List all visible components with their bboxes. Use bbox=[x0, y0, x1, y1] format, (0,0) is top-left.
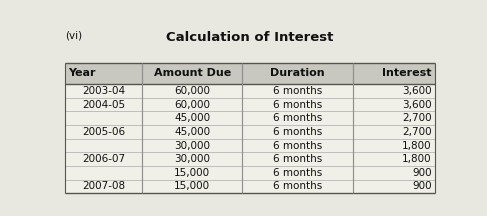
Bar bbox=[65, 98, 434, 111]
Text: 2004-05: 2004-05 bbox=[82, 100, 125, 110]
Text: 2003-04: 2003-04 bbox=[82, 86, 125, 96]
Text: Year: Year bbox=[68, 68, 95, 78]
Text: 900: 900 bbox=[412, 168, 431, 178]
Text: 45,000: 45,000 bbox=[174, 113, 210, 123]
Text: Calculation of Interest: Calculation of Interest bbox=[166, 31, 333, 44]
Bar bbox=[65, 62, 434, 84]
Bar bbox=[65, 125, 434, 139]
Text: Interest: Interest bbox=[382, 68, 431, 78]
Text: 1,800: 1,800 bbox=[402, 140, 431, 151]
Text: Duration: Duration bbox=[270, 68, 325, 78]
Text: 45,000: 45,000 bbox=[174, 127, 210, 137]
Text: 15,000: 15,000 bbox=[174, 181, 210, 191]
Text: 30,000: 30,000 bbox=[174, 140, 210, 151]
Text: 6 months: 6 months bbox=[273, 86, 322, 96]
Text: 1,800: 1,800 bbox=[402, 154, 431, 164]
Text: 2,700: 2,700 bbox=[402, 113, 431, 123]
Text: 2,700: 2,700 bbox=[402, 127, 431, 137]
Bar bbox=[65, 84, 434, 98]
Text: 2006-07: 2006-07 bbox=[82, 154, 125, 164]
Text: 3,600: 3,600 bbox=[402, 86, 431, 96]
Text: 3,600: 3,600 bbox=[402, 100, 431, 110]
Text: 6 months: 6 months bbox=[273, 168, 322, 178]
Text: 6 months: 6 months bbox=[273, 140, 322, 151]
Bar bbox=[65, 166, 434, 179]
Text: 60,000: 60,000 bbox=[174, 100, 210, 110]
Text: Amount Due: Amount Due bbox=[153, 68, 231, 78]
Bar bbox=[65, 152, 434, 166]
Text: 60,000: 60,000 bbox=[174, 86, 210, 96]
Text: 6 months: 6 months bbox=[273, 181, 322, 191]
Bar bbox=[65, 179, 434, 193]
Text: 6 months: 6 months bbox=[273, 100, 322, 110]
Text: (vi): (vi) bbox=[65, 31, 82, 41]
Text: 2007-08: 2007-08 bbox=[82, 181, 125, 191]
Text: 15,000: 15,000 bbox=[174, 168, 210, 178]
Text: 6 months: 6 months bbox=[273, 127, 322, 137]
Bar bbox=[65, 139, 434, 152]
Text: 30,000: 30,000 bbox=[174, 154, 210, 164]
Text: 900: 900 bbox=[412, 181, 431, 191]
Text: 6 months: 6 months bbox=[273, 113, 322, 123]
Text: 2005-06: 2005-06 bbox=[82, 127, 125, 137]
Bar bbox=[65, 111, 434, 125]
Text: 6 months: 6 months bbox=[273, 154, 322, 164]
